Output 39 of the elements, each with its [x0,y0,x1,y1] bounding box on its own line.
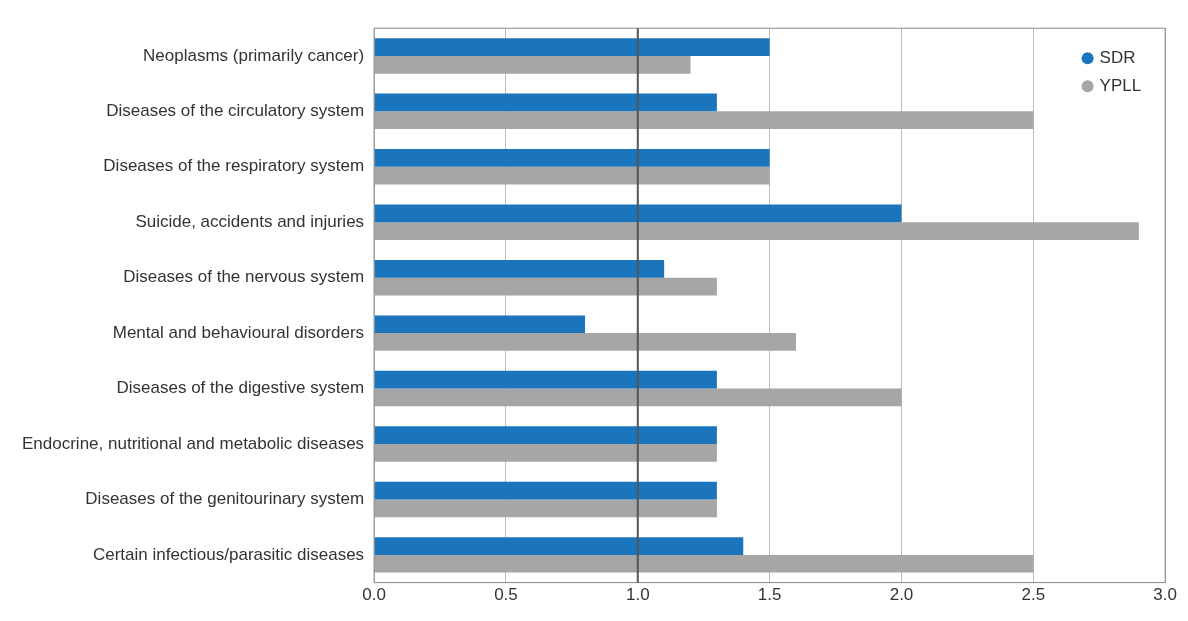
y-tick-label: Suicide, accidents and injuries [135,211,365,231]
bar [374,277,717,296]
bar [374,149,770,167]
y-tick-label: Endocrine, nutritional and metabolic diseases [22,433,365,453]
legend-label: YPLL [1099,75,1142,95]
bar [374,481,717,500]
bar [374,38,770,56]
bar [374,166,770,185]
y-tick-label: Diseases of the respiratory system [103,156,365,176]
x-tick-label: 2.5 [1021,585,1046,605]
x-tick-label: 3.0 [1153,585,1177,605]
bar [374,537,744,555]
x-tick-label: 0.5 [494,585,518,605]
bar [374,222,1139,240]
x-tick-label: 1.5 [757,585,782,605]
y-tick-label: Diseases of the digestive system [116,378,365,398]
y-tick-label: Neoplasms (primarily cancer) [143,45,365,65]
y-tick-label: Mental and behavioural disorders [112,322,365,342]
y-tick-label: Certain infectious/parasitic diseases [92,544,365,564]
bar [374,333,797,351]
y-tick-label: Diseases of the circulatory system [106,101,365,121]
bar [374,111,1034,130]
bar [374,426,717,444]
bar [374,370,717,389]
bar [374,315,586,334]
bar [374,388,902,407]
y-tick-label: Diseases of the genitourinary system [85,489,365,509]
x-tick-label: 0.0 [362,585,386,605]
bar [374,554,1034,573]
x-tick-label: 1.0 [625,585,650,605]
x-tick-label: 2.0 [889,585,914,605]
y-tick-label: Diseases of the nervous system [123,267,365,287]
legend-label: SDR [1099,47,1136,67]
bar [374,204,902,223]
bar [374,259,665,278]
bar [374,499,717,518]
bar [374,444,717,462]
bar [374,55,691,74]
bar [374,93,717,112]
